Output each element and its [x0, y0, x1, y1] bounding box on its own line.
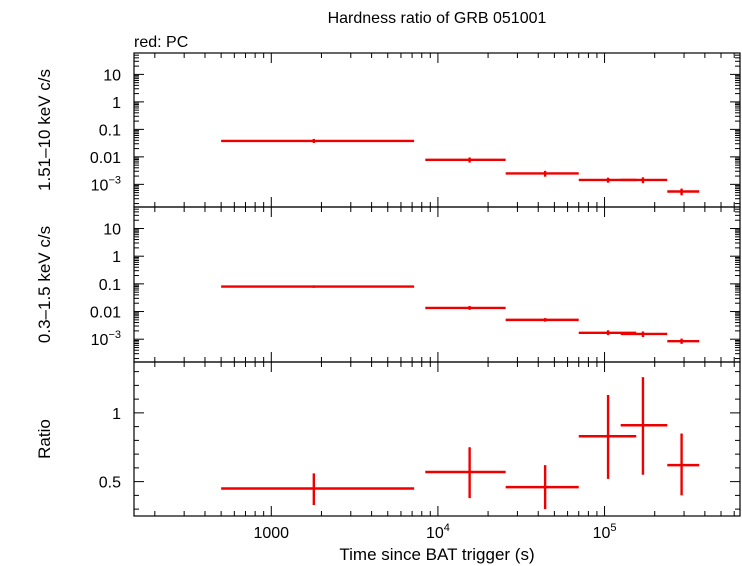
panel-hard: 10 1 0.1 0.01 10−3 1.51–10 keV c/s: [35, 52, 741, 208]
y-axis-label: Ratio: [35, 419, 54, 459]
y-tick-label: 0.01: [90, 305, 121, 322]
data-point: [505, 170, 579, 177]
legend-label: red: PC: [134, 34, 188, 51]
y-tick-label: 10−3: [91, 174, 121, 194]
x-ticks: [154, 207, 735, 362]
data-series: [221, 285, 700, 344]
y-tick-label: 0.01: [90, 150, 121, 167]
y-ticks: [134, 52, 740, 205]
data-series: [221, 138, 700, 196]
data-point: [620, 331, 668, 338]
y-tick-label: 10: [103, 67, 121, 84]
y-tick-label: 1: [112, 95, 121, 112]
y-tick-label: 0.5: [99, 475, 121, 492]
y-ticks: [134, 371, 740, 510]
y-tick-label: 10−3: [91, 329, 121, 349]
y-ticks: [134, 206, 740, 360]
data-point: [505, 465, 579, 510]
data-point: [505, 318, 579, 322]
chart-title: Hardness ratio of GRB 051001: [328, 10, 547, 27]
data-point: [425, 157, 506, 163]
y-tick-label: 1: [112, 249, 121, 266]
y-axis-label: 1.51–10 keV c/s: [35, 69, 54, 191]
panel-ratio: 1 0.5 Ratio: [35, 361, 741, 517]
y-tick-label: 1: [112, 406, 121, 423]
panel-frame: [133, 361, 741, 517]
data-point: [221, 285, 415, 288]
data-point: [578, 395, 637, 479]
data-point: [667, 338, 700, 344]
data-point: [667, 188, 700, 196]
x-tick-label: 104: [426, 522, 450, 542]
data-point: [620, 377, 668, 475]
data-point: [425, 306, 506, 310]
data-point: [620, 177, 668, 184]
data-point: [425, 447, 506, 499]
x-ticks: [154, 362, 735, 516]
panel-soft: 10 1 0.1 0.01 10−3 0.3–1.5 keV c/s: [35, 206, 741, 363]
x-ticks: [154, 53, 735, 207]
panel-frame: [133, 52, 741, 208]
y-axis-label: 0.3–1.5 keV c/s: [35, 226, 54, 343]
panel-frame: [133, 206, 741, 363]
y-tick-label: 0.1: [99, 122, 121, 139]
data-point: [667, 433, 700, 496]
x-tick-label: 1000: [253, 525, 289, 542]
x-tick-label: 105: [593, 522, 617, 542]
data-series: [221, 377, 700, 510]
data-point: [221, 473, 415, 505]
data-point: [221, 138, 415, 143]
x-axis-label: Time since BAT trigger (s): [339, 545, 534, 564]
y-tick-label: 10: [103, 222, 121, 239]
y-tick-label: 0.1: [99, 277, 121, 294]
